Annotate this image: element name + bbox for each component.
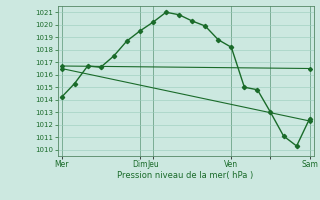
- X-axis label: Pression niveau de la mer( hPa ): Pression niveau de la mer( hPa ): [117, 171, 254, 180]
